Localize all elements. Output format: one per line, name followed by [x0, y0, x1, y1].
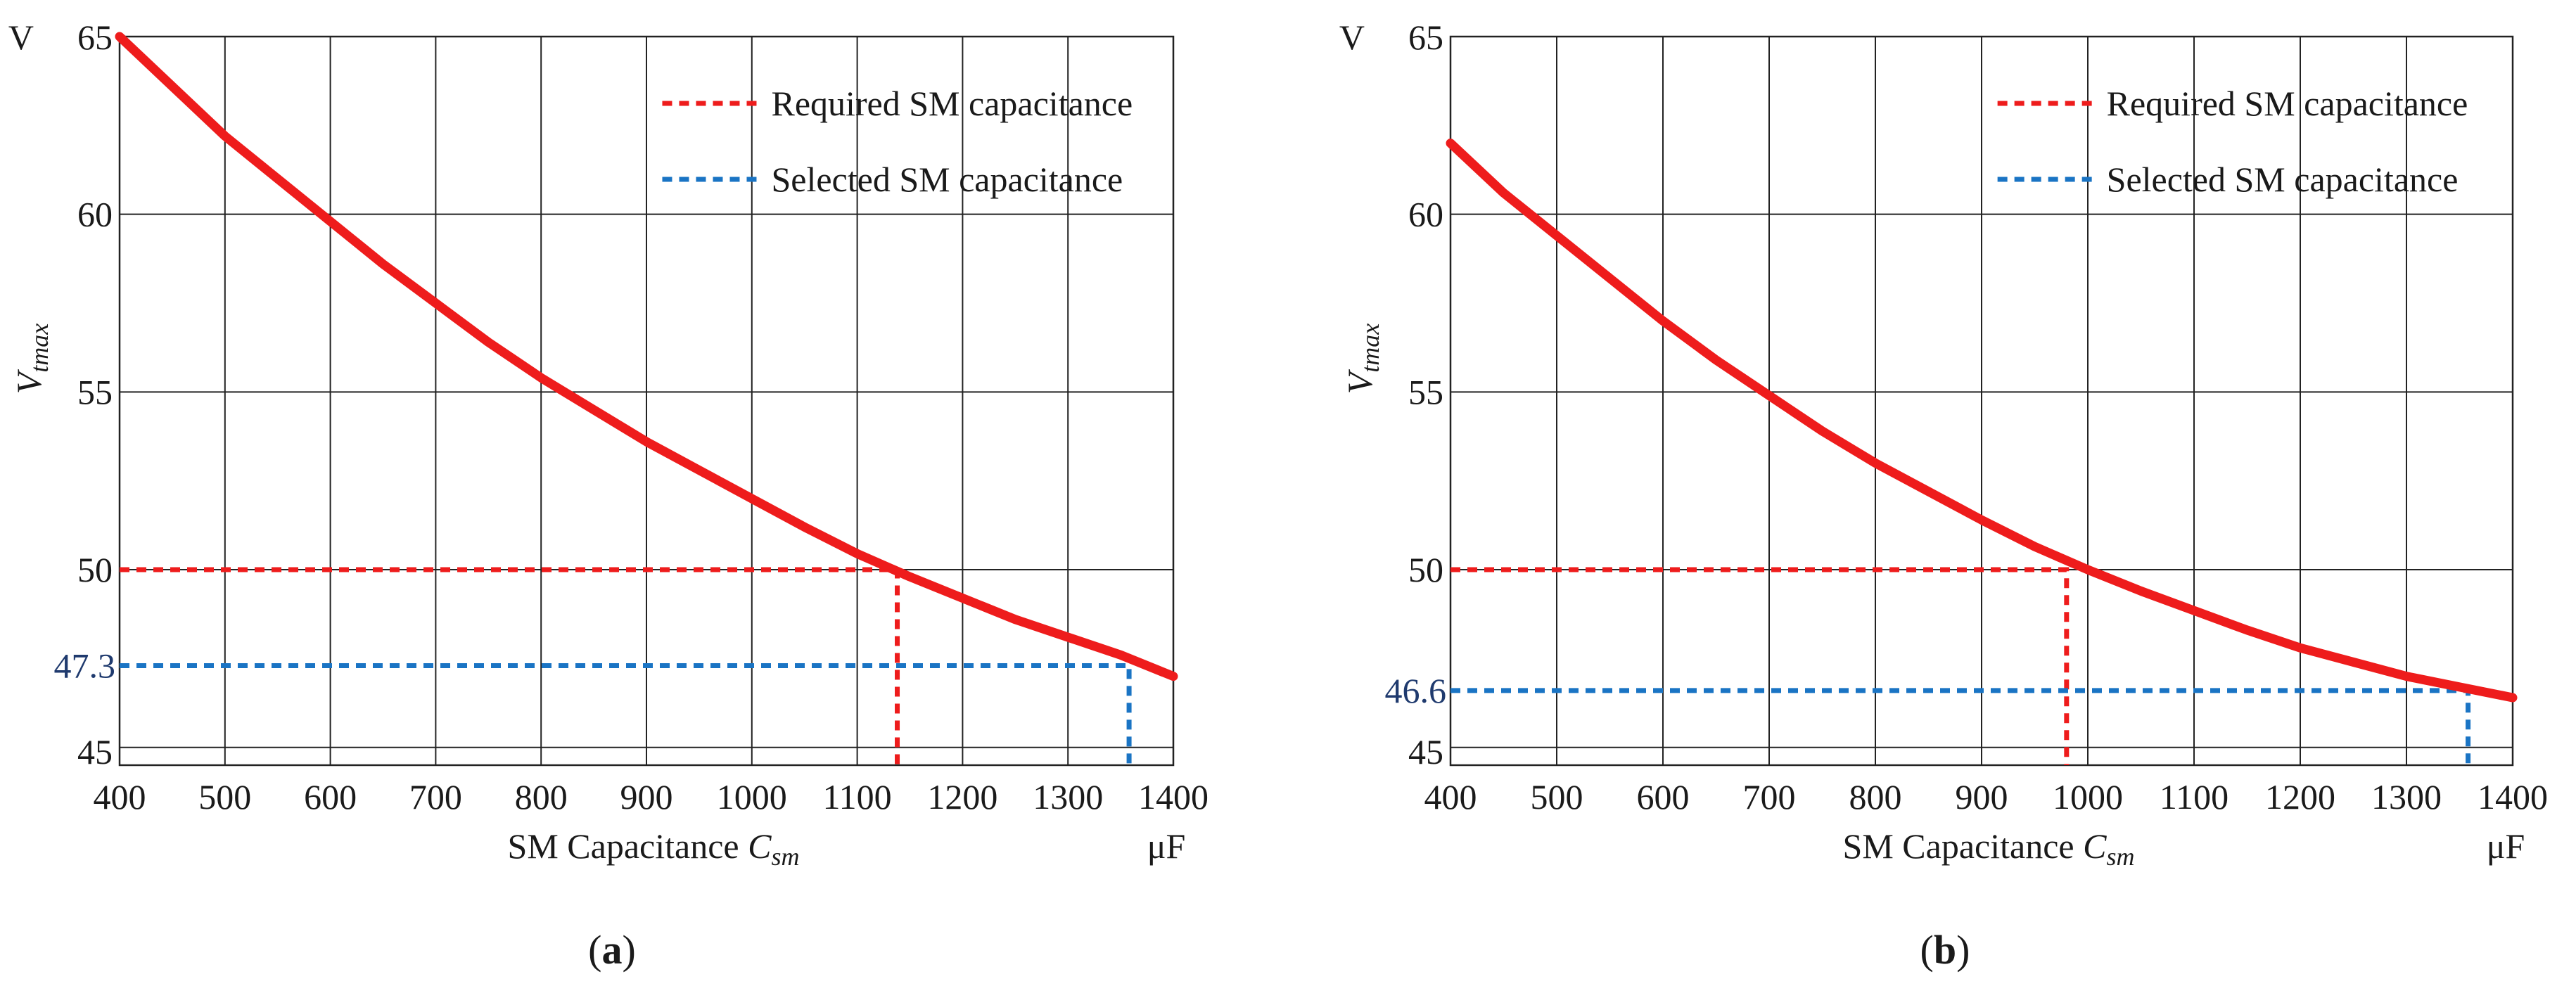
chart-panel-b: 400 500 600 700 800 900 1000 1100 1200 1300 1400 45… — [1339, 18, 2548, 973]
y-tick-label: 65 — [1408, 18, 1443, 57]
reference-line-selected — [120, 662, 1132, 765]
x-axis-title: SM Capacitance Csm — [508, 826, 800, 871]
chart-panel-a: 400 500 600 700 800 900 1000 1100 1200 1300 1400 45… — [8, 18, 1209, 973]
x-tick-label: 1300 — [2371, 777, 2442, 817]
y-tick-label: 45 — [1408, 732, 1443, 771]
x-tick-label: 1000 — [2053, 777, 2123, 817]
x-tick-label: 1000 — [717, 777, 787, 817]
x-tick-label: 1300 — [1033, 777, 1103, 817]
panel-label: (a) — [588, 927, 636, 973]
x-tick-label: 600 — [1637, 777, 1690, 817]
y-axis-title: Vtmax — [9, 324, 53, 395]
x-tick-label: 800 — [515, 777, 568, 817]
y-tick-label: 60 — [1408, 195, 1443, 234]
reference-line-selected — [1450, 688, 2471, 765]
x-tick-label: 700 — [1743, 777, 1796, 817]
x-tick-label: 1200 — [927, 777, 997, 817]
x-tick-label: 600 — [304, 777, 357, 817]
x-tick-label: 900 — [620, 777, 673, 817]
legend-label: Required SM capacitance — [2107, 84, 2468, 123]
panel-label: (b) — [1920, 927, 1970, 973]
y-axis-title: Vtmax — [1340, 324, 1384, 395]
x-axis-title: SM Capacitance Csm — [1843, 826, 2135, 871]
x-tick-label: 700 — [409, 777, 462, 817]
x-tick-label: 900 — [1956, 777, 2008, 817]
y-tick-label: 65 — [77, 18, 113, 57]
y-tick-label: 45 — [77, 732, 113, 771]
plot-frame — [1449, 35, 2514, 767]
x-tick-label: 1100 — [823, 777, 892, 817]
x-tick-label: 1200 — [2265, 777, 2335, 817]
x-tick-label: 1100 — [2160, 777, 2229, 817]
x-tick-label: 400 — [94, 777, 146, 817]
x-tick-label: 1400 — [1138, 777, 1209, 817]
x-tick-label: 400 — [1424, 777, 1477, 817]
x-tick-label: 500 — [1531, 777, 1583, 817]
x-tick-label: 800 — [1849, 777, 1902, 817]
x-tick-label: 1400 — [2478, 777, 2548, 817]
series-line-vtmax — [1446, 139, 2518, 703]
y-tick-label: 55 — [1408, 372, 1443, 411]
y-unit-label: V — [1339, 18, 1365, 57]
reference-line-required — [1450, 567, 2070, 765]
reference-value-label: 46.6 — [1385, 671, 1447, 710]
legend-label: Selected SM capacitance — [771, 160, 1123, 199]
x-tick-label: 500 — [198, 777, 251, 817]
y-tick-label: 50 — [77, 550, 113, 589]
x-unit-label: μF — [2487, 826, 2525, 866]
y-tick-label: 50 — [1408, 550, 1443, 589]
y-tick-label: 55 — [77, 372, 113, 411]
y-tick-label: 60 — [77, 195, 113, 234]
legend-label: Required SM capacitance — [771, 84, 1133, 123]
x-unit-label: μF — [1147, 826, 1186, 866]
legend-label: Selected SM capacitance — [2107, 160, 2459, 199]
y-unit-label: V — [8, 18, 34, 57]
series-line-vtmax — [115, 32, 1178, 681]
plot-frame — [118, 35, 1175, 767]
reference-value-label: 47.3 — [54, 646, 116, 685]
